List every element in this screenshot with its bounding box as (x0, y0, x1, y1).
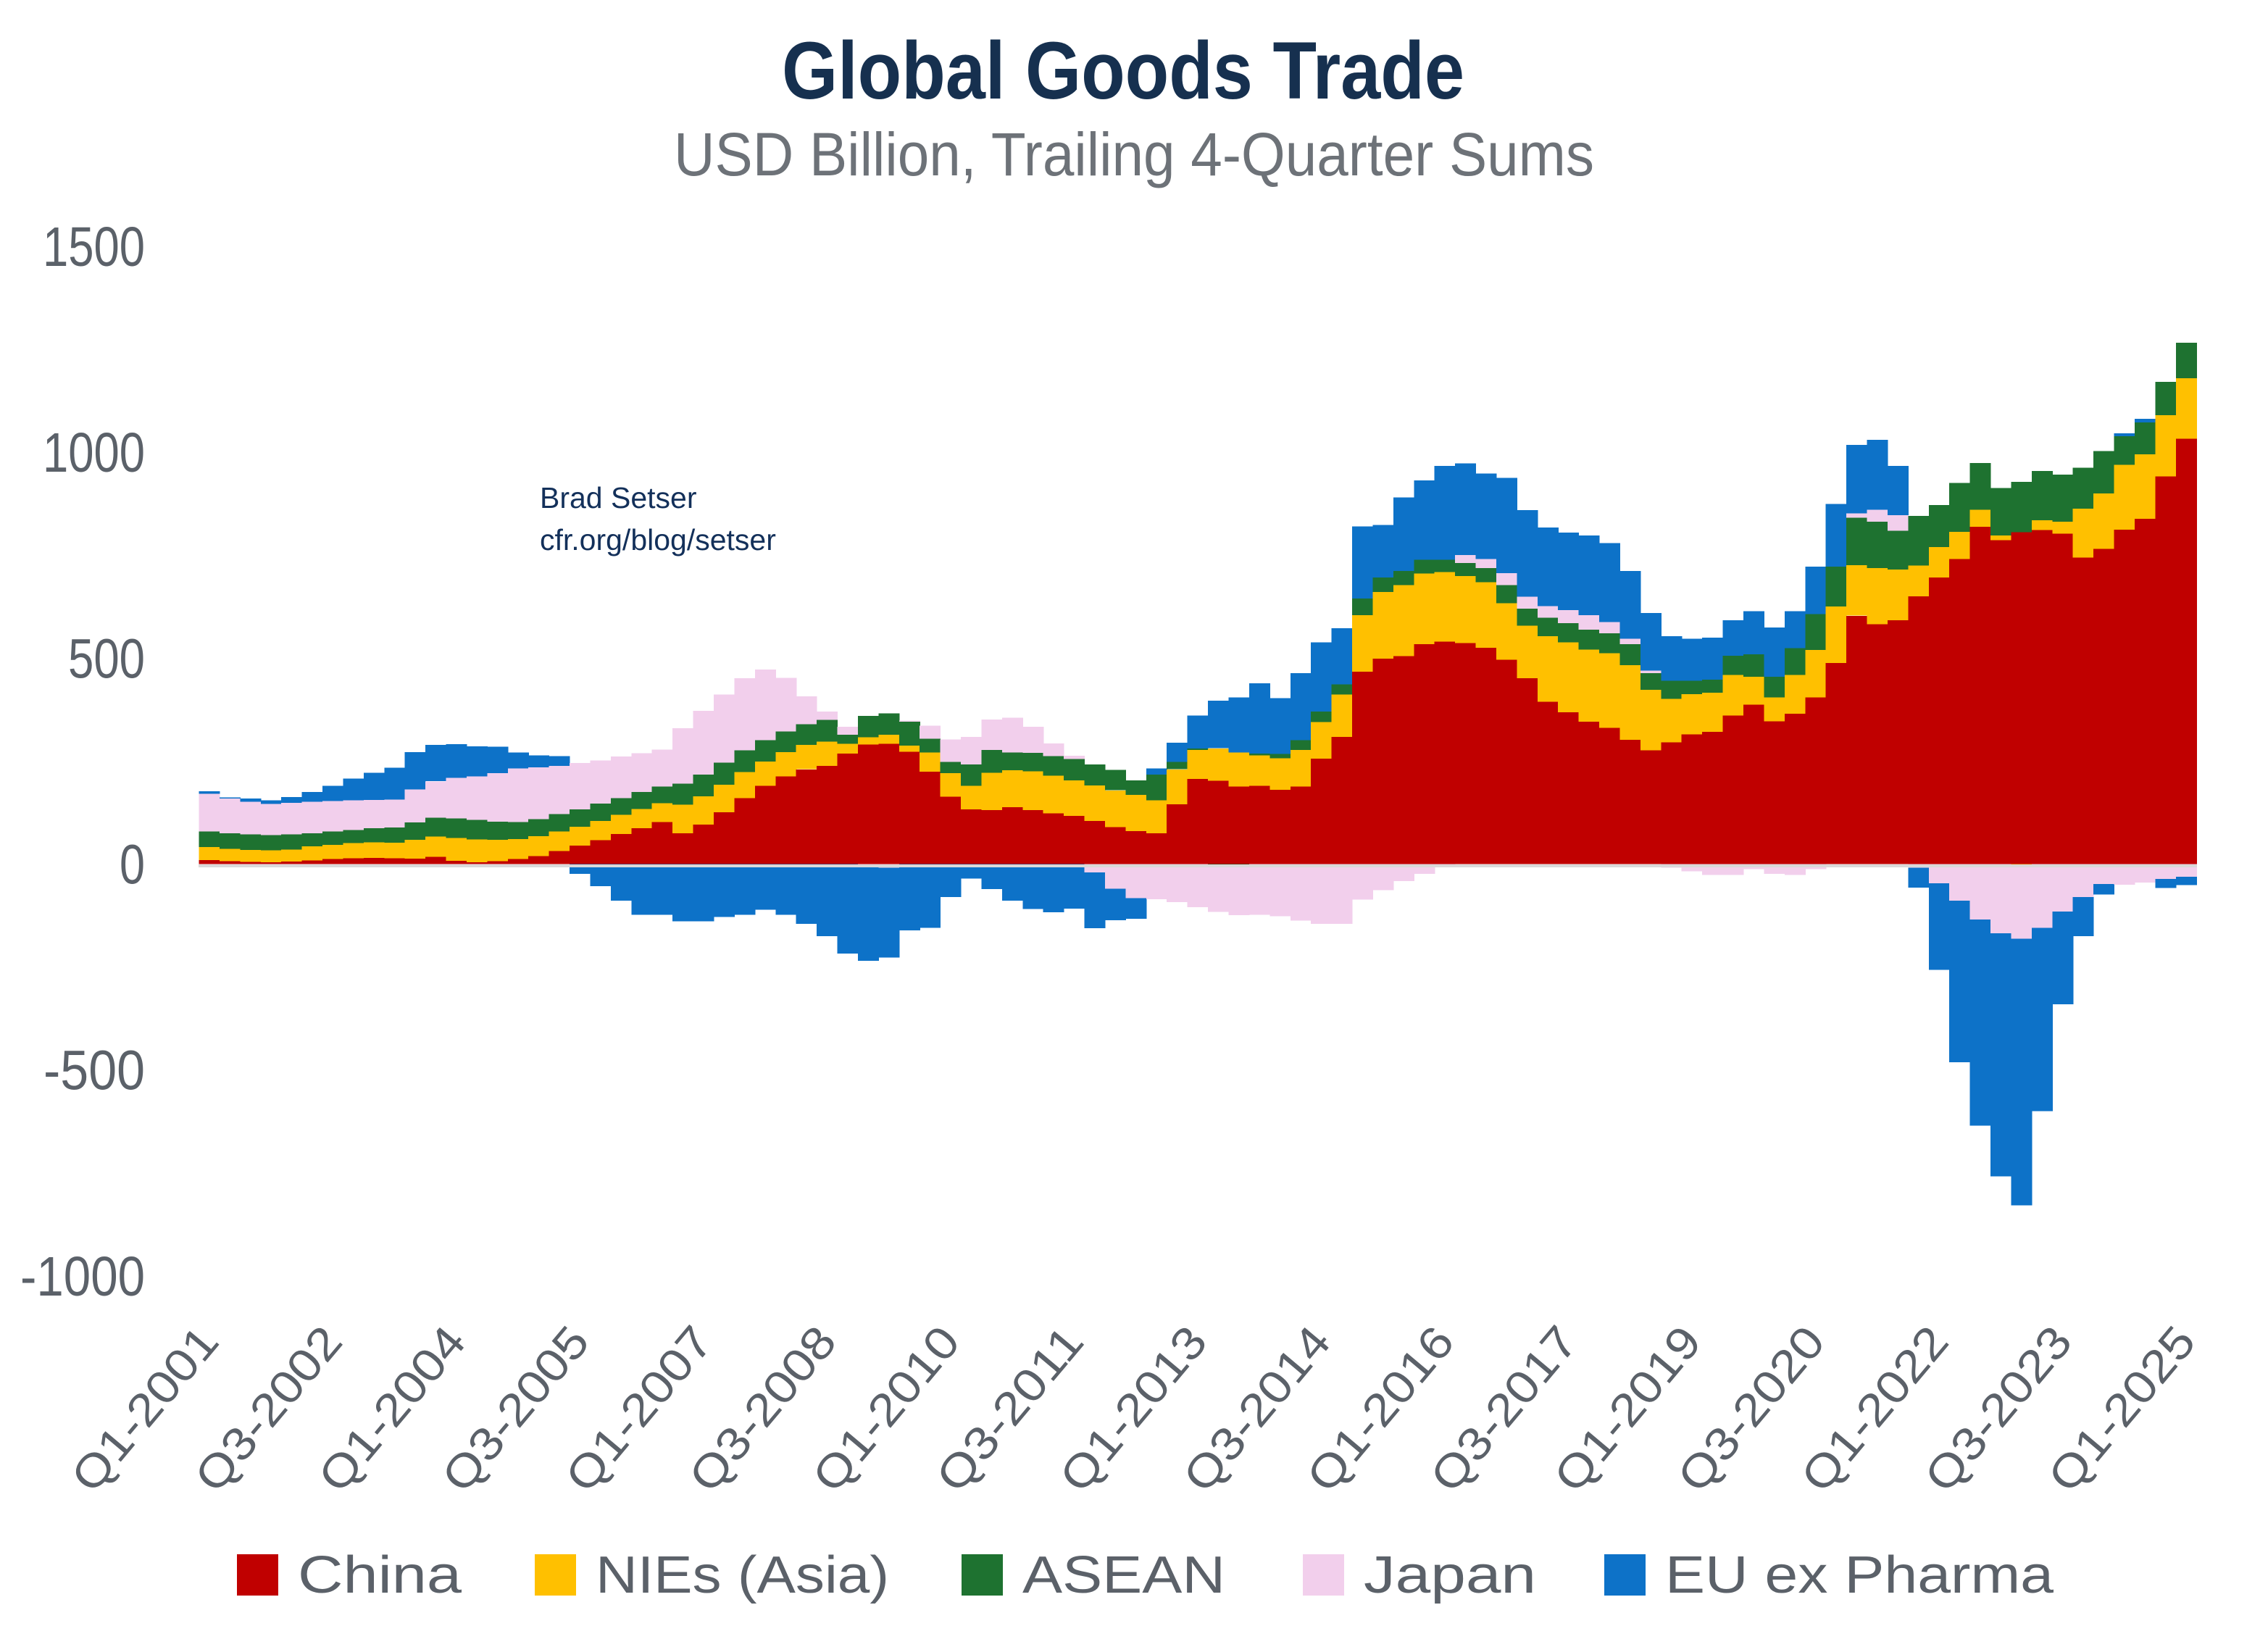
svg-text:Japan: Japan (1364, 1546, 1536, 1604)
svg-text:cfr.org/blog/setser: cfr.org/blog/setser (540, 523, 776, 556)
svg-text:NIEs (Asia): NIEs (Asia) (596, 1546, 889, 1604)
svg-text:-1000: -1000 (20, 1246, 145, 1308)
svg-text:Brad Setser: Brad Setser (540, 481, 697, 514)
svg-text:EU ex Pharma: EU ex Pharma (1665, 1546, 2054, 1604)
svg-text:1000: 1000 (43, 422, 145, 484)
svg-text:-500: -500 (43, 1040, 145, 1102)
svg-text:0: 0 (120, 834, 145, 896)
svg-text:China: China (298, 1546, 462, 1604)
svg-text:ASEAN: ASEAN (1022, 1546, 1225, 1604)
svg-text:1500: 1500 (43, 216, 145, 278)
svg-text:500: 500 (68, 627, 145, 690)
svg-text:Global Goods Trade: Global Goods Trade (782, 25, 1464, 116)
svg-text:USD Billion, Trailing 4-Quarte: USD Billion, Trailing 4-Quarter Sums (674, 120, 1594, 188)
